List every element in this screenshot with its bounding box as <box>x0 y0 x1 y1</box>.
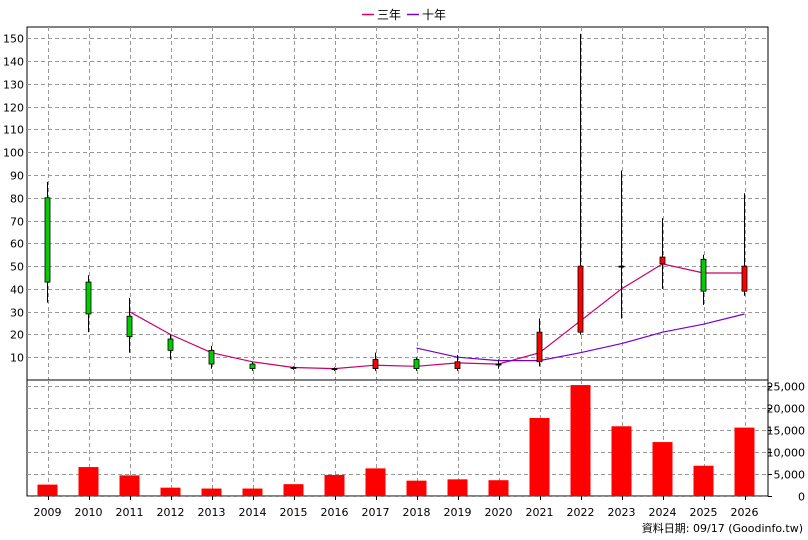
volume-bar <box>570 385 591 496</box>
price-y-tick-label: 150 <box>3 33 24 46</box>
candle-body <box>495 363 502 366</box>
price-panel: 10 20 30 40 50 60 70 80 90 100 110 120 130 140 150 <box>3 26 769 381</box>
candle-body <box>536 331 543 363</box>
x-tick-label: 2012 <box>157 506 185 519</box>
price-y-tick-label: 140 <box>3 56 24 69</box>
candle-body <box>249 363 256 370</box>
price-y-tick-label: 110 <box>3 124 24 137</box>
volume-bar <box>37 484 58 496</box>
volume-bar <box>693 465 714 496</box>
volume-bar <box>201 488 222 496</box>
price-y-tick-label: 130 <box>3 79 24 92</box>
volume-y-tick-label: 10,000 <box>767 447 806 460</box>
volume-bar <box>160 487 181 496</box>
candle-body <box>700 258 707 292</box>
x-axis: 2009 2010 2011 2012 2013 2014 2015 2016 2017 2018… <box>34 496 759 519</box>
candle-body <box>208 349 215 365</box>
price-y-tick-label: 20 <box>10 329 24 342</box>
volume-bar <box>283 484 304 496</box>
x-tick-label: 2009 <box>34 506 62 519</box>
price-y-tick-label: 30 <box>10 307 24 320</box>
legend-label: 十年 <box>422 8 446 22</box>
x-tick-label: 2025 <box>690 506 718 519</box>
volume-bar <box>365 468 386 496</box>
volume-y-tick-label: 0 <box>798 491 805 504</box>
x-tick-label: 2010 <box>75 506 103 519</box>
candle-body <box>44 197 51 283</box>
x-tick-label: 2016 <box>321 506 349 519</box>
price-y-tick-label: 40 <box>10 284 24 297</box>
candle-body <box>167 338 174 351</box>
x-tick-label: 2011 <box>116 506 144 519</box>
volume-y-tick-label: 25,000 <box>767 381 806 394</box>
volume-y-tick-label: 20,000 <box>767 403 806 416</box>
price-y-tick-label: 70 <box>10 216 24 229</box>
volume-bar <box>447 479 468 496</box>
x-tick-label: 2017 <box>362 506 390 519</box>
volume-y-tick-label: 5,000 <box>774 469 806 482</box>
volume-bar <box>406 480 427 496</box>
x-tick-label: 2018 <box>403 506 431 519</box>
volume-y-tick-label: 15,000 <box>767 425 806 438</box>
x-tick-label: 2026 <box>731 506 759 519</box>
volume-bar <box>488 480 509 496</box>
x-tick-label: 2021 <box>526 506 554 519</box>
ma-line-三年 <box>129 263 745 370</box>
volume-panel: 0 5,000 10,000 15,000 20,000 25,000 <box>26 379 806 504</box>
volume-bar <box>119 475 140 496</box>
source-label: 資料日期: 09/17 (Goodinfo.tw) <box>642 521 803 535</box>
candle-body <box>331 368 338 371</box>
candle-body <box>126 315 133 338</box>
candle-body <box>372 359 379 370</box>
price-y-tick-label: 50 <box>10 261 24 274</box>
candle-body <box>618 265 625 268</box>
price-y-tick-label: 10 <box>10 352 24 365</box>
candle-body <box>659 256 666 265</box>
price-plot-area <box>26 26 769 381</box>
x-tick-label: 2015 <box>280 506 308 519</box>
candle-body <box>741 265 748 292</box>
x-tick-label: 2022 <box>567 506 595 519</box>
x-tick-label: 2019 <box>444 506 472 519</box>
x-tick-label: 2013 <box>198 506 226 519</box>
candle-body <box>454 361 461 370</box>
price-y-tick-label: 100 <box>3 147 24 160</box>
price-y-tick-label: 90 <box>10 170 24 183</box>
candle-body <box>85 281 92 315</box>
legend-label: 三年 <box>377 8 401 22</box>
volume-plot-area <box>26 379 769 497</box>
candle-body <box>577 265 584 333</box>
x-tick-label: 2023 <box>608 506 636 519</box>
volume-bar <box>734 427 755 496</box>
x-tick-label: 2024 <box>649 506 677 519</box>
x-tick-label: 2020 <box>485 506 513 519</box>
volume-bar <box>324 474 345 496</box>
volume-bar <box>78 467 99 496</box>
candle-body <box>290 367 297 369</box>
candle-body <box>413 359 420 370</box>
volume-bar <box>242 488 263 496</box>
volume-bar <box>652 442 673 496</box>
price-y-tick-label: 60 <box>10 238 24 251</box>
price-y-tick-label: 80 <box>10 193 24 206</box>
ma-line-十年 <box>416 313 745 362</box>
volume-bar <box>611 426 632 496</box>
chart-legend: 三年 十年 <box>362 8 446 22</box>
x-tick-label: 2014 <box>239 506 267 519</box>
volume-bar <box>529 417 550 496</box>
price-y-tick-label: 120 <box>3 102 24 115</box>
